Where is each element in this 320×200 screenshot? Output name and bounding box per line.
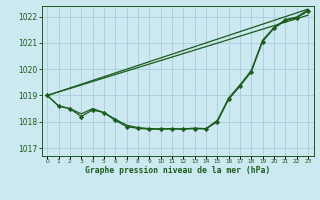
- X-axis label: Graphe pression niveau de la mer (hPa): Graphe pression niveau de la mer (hPa): [85, 166, 270, 175]
